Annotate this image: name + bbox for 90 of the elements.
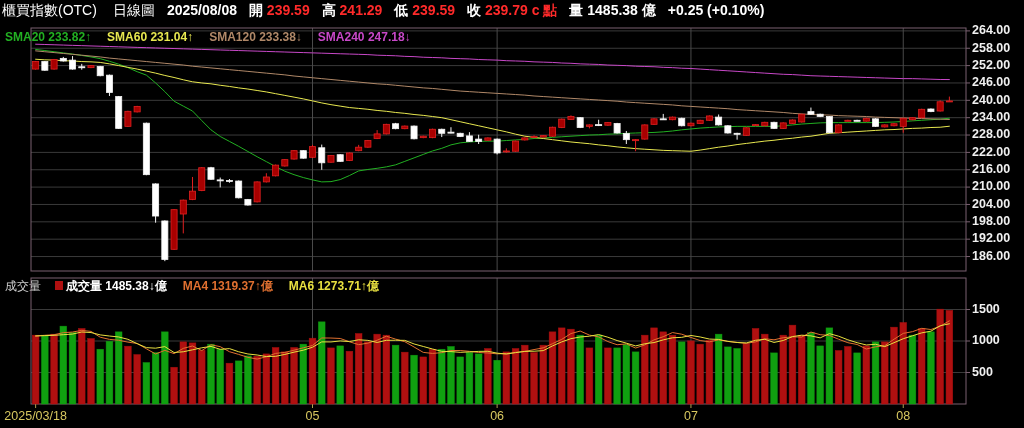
- bar: [428, 348, 437, 405]
- bar: [327, 347, 335, 405]
- bar: [548, 331, 557, 405]
- text: 量 1485.38 億: [568, 2, 657, 18]
- y-tick-label: 198.00: [972, 214, 1011, 229]
- y-tick-label: 186.00: [972, 248, 1011, 263]
- y-tick-label: 1500: [972, 301, 1000, 316]
- bar: [475, 353, 483, 405]
- bar: [142, 362, 150, 405]
- line-series: [35, 48, 950, 183]
- bar: [31, 334, 40, 405]
- bar: [678, 341, 686, 405]
- series-label: SMA60 231.04↑: [107, 30, 194, 44]
- bar: [345, 350, 354, 405]
- chart-title: 櫃買指數(OTC): [2, 2, 97, 18]
- bar: [493, 359, 501, 405]
- y-tick-label: 228.00: [972, 127, 1011, 142]
- text: +0.25 (+0.10%): [667, 2, 765, 18]
- bar: [401, 351, 409, 405]
- bar: [68, 332, 77, 405]
- bar: [336, 345, 344, 405]
- bar: [115, 331, 123, 405]
- y-tick-label: 234.00: [972, 109, 1011, 124]
- x-tick-label: 07: [683, 409, 698, 423]
- y-tick-label: 246.00: [972, 75, 1011, 90]
- bar: [798, 334, 806, 405]
- bar: [631, 351, 640, 405]
- bar: [862, 345, 870, 405]
- x-tick-label: 08: [896, 409, 911, 423]
- text: MA4 1319.37↑億: [182, 279, 274, 293]
- bar: [484, 348, 492, 405]
- x-tick-label: 06: [490, 409, 505, 423]
- bar: [871, 341, 880, 405]
- text: 開 239.59: [248, 2, 310, 18]
- bar: [318, 321, 326, 405]
- candlestick: [198, 166, 206, 192]
- bar: [308, 337, 317, 405]
- bar: [668, 334, 677, 405]
- bar: [853, 352, 861, 405]
- y-tick-label: 216.00: [972, 162, 1011, 177]
- bar: [198, 349, 206, 405]
- text: 收 239.79 c 點: [467, 2, 558, 18]
- bar: [419, 356, 427, 405]
- y-tick-label: 264.00: [972, 23, 1011, 38]
- x-tick-label: 2025/03/18: [4, 409, 67, 423]
- bar: [410, 354, 418, 405]
- bar: [779, 334, 787, 405]
- chart-title: 成交量: [5, 279, 41, 292]
- text: 高 241.29: [321, 2, 383, 18]
- candlestick: [318, 144, 326, 171]
- y-tick-label: 204.00: [972, 196, 1011, 211]
- series-label: SMA240 247.18↓: [317, 30, 411, 44]
- y-tick-label: 210.00: [972, 179, 1011, 194]
- text: MA6 1273.71↑億: [288, 279, 380, 293]
- line-series: [35, 43, 950, 81]
- y-tick-label: 222.00: [972, 144, 1011, 159]
- series-label: SMA120 233.38↓: [209, 30, 302, 44]
- x-tick-label: 05: [305, 409, 320, 423]
- candlestick: [253, 180, 261, 203]
- bar: [50, 333, 58, 405]
- bar: [770, 352, 778, 405]
- bar: [59, 325, 67, 405]
- y-tick-label: 192.00: [972, 231, 1011, 246]
- bar: [585, 347, 594, 405]
- chart-subtitle: 日線圖: [112, 2, 155, 18]
- bar: [604, 347, 612, 405]
- y-tick-label: 252.00: [972, 57, 1011, 72]
- y-tick-label: 1000: [972, 333, 1000, 348]
- bar: [595, 334, 603, 405]
- bar: [918, 328, 926, 405]
- bar: [927, 331, 935, 405]
- bar: [391, 344, 400, 405]
- bar: [908, 334, 917, 405]
- line-series: [35, 58, 950, 152]
- y-tick-label: 240.00: [972, 92, 1011, 107]
- series-label: SMA20 233.82↑: [5, 30, 92, 44]
- bar: [742, 343, 750, 405]
- bar: [41, 334, 49, 405]
- bar: [225, 362, 234, 405]
- y-tick-label: 258.00: [972, 40, 1011, 55]
- bar: [299, 343, 307, 405]
- bar: [788, 324, 797, 405]
- legend-label: 成交量 1485.38↓億: [65, 279, 168, 293]
- bar: [502, 351, 510, 405]
- y-tick-label: 500: [972, 364, 993, 379]
- text: 低 239.59: [393, 2, 456, 18]
- text: 2025/08/08: [166, 2, 238, 18]
- bar: [188, 342, 197, 405]
- candlestick: [179, 199, 187, 234]
- bar: [576, 334, 584, 405]
